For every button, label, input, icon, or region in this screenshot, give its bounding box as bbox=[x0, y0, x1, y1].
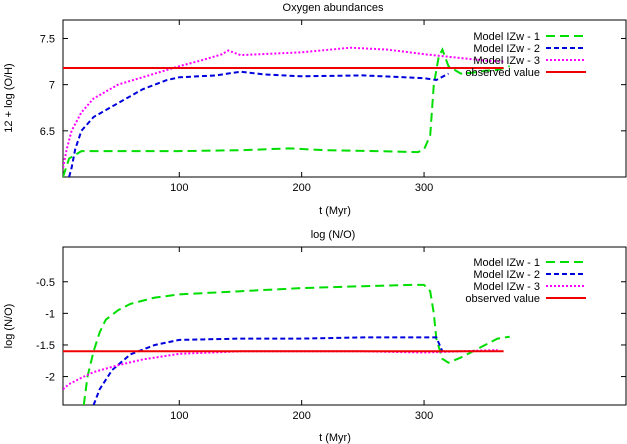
y-tick-label: 7.5 bbox=[40, 33, 55, 45]
oxygen-abundance-chart: Oxygen abundances 100 200 300 6.5 7 7.5 Model… bbox=[3, 2, 627, 217]
chart-title: Oxygen abundances bbox=[283, 2, 384, 14]
series-line-model-izw-2 bbox=[92, 336, 444, 405]
y-tick-label: -0.5 bbox=[36, 277, 55, 289]
legend-label: observed value bbox=[465, 67, 540, 79]
series-line-model-izw-1 bbox=[82, 283, 510, 405]
y-axis-label: log (N/O) bbox=[3, 304, 15, 349]
y-tick-label: -1 bbox=[45, 308, 55, 320]
series-line-model-izw-3 bbox=[63, 349, 498, 390]
legend-label: observed value bbox=[465, 293, 540, 305]
plot-frame bbox=[62, 19, 627, 178]
series-line-model-izw-1 bbox=[63, 47, 510, 177]
legend-label: Model IZw - 1 bbox=[473, 257, 540, 269]
legend-label: Model IZw - 1 bbox=[473, 31, 540, 43]
axis-ticks: 100 200 300 -2 -1.5 -1 -0.5 bbox=[36, 247, 626, 422]
x-tick-label: 200 bbox=[292, 410, 310, 422]
y-tick-label: 7 bbox=[49, 80, 55, 92]
legend-label: Model IZw - 3 bbox=[473, 281, 540, 293]
legend-label: Model IZw - 3 bbox=[473, 55, 540, 67]
series-lines bbox=[63, 46, 510, 177]
y-tick-label: -2 bbox=[45, 372, 55, 384]
chart-title: log (N/O) bbox=[311, 229, 356, 241]
x-tick-label: 300 bbox=[415, 410, 433, 422]
series-line-model-izw-3 bbox=[63, 46, 504, 168]
y-tick-label: -1.5 bbox=[36, 340, 55, 352]
x-tick-label: 100 bbox=[170, 410, 188, 422]
legend-label: Model IZw - 2 bbox=[473, 269, 540, 281]
axis-ticks: 100 200 300 6.5 7 7.5 bbox=[40, 20, 626, 194]
x-axis-label: t (Myr) bbox=[319, 432, 351, 444]
series-lines bbox=[63, 283, 510, 405]
y-tick-label: 6.5 bbox=[40, 126, 55, 138]
plot-frame bbox=[62, 246, 627, 406]
y-axis-label: 12 + log (O/H) bbox=[3, 63, 15, 132]
legend-label: Model IZw - 2 bbox=[473, 43, 540, 55]
x-tick-label: 100 bbox=[170, 182, 188, 194]
x-tick-label: 200 bbox=[292, 182, 310, 194]
x-axis-label: t (Myr) bbox=[319, 205, 351, 217]
nitrogen-oxygen-ratio-chart: log (N/O) 100 200 300 -2 -1.5 -1 -0.5 Model IZ… bbox=[3, 229, 627, 444]
x-tick-label: 300 bbox=[415, 182, 433, 194]
series-line-model-izw-2 bbox=[68, 70, 449, 177]
